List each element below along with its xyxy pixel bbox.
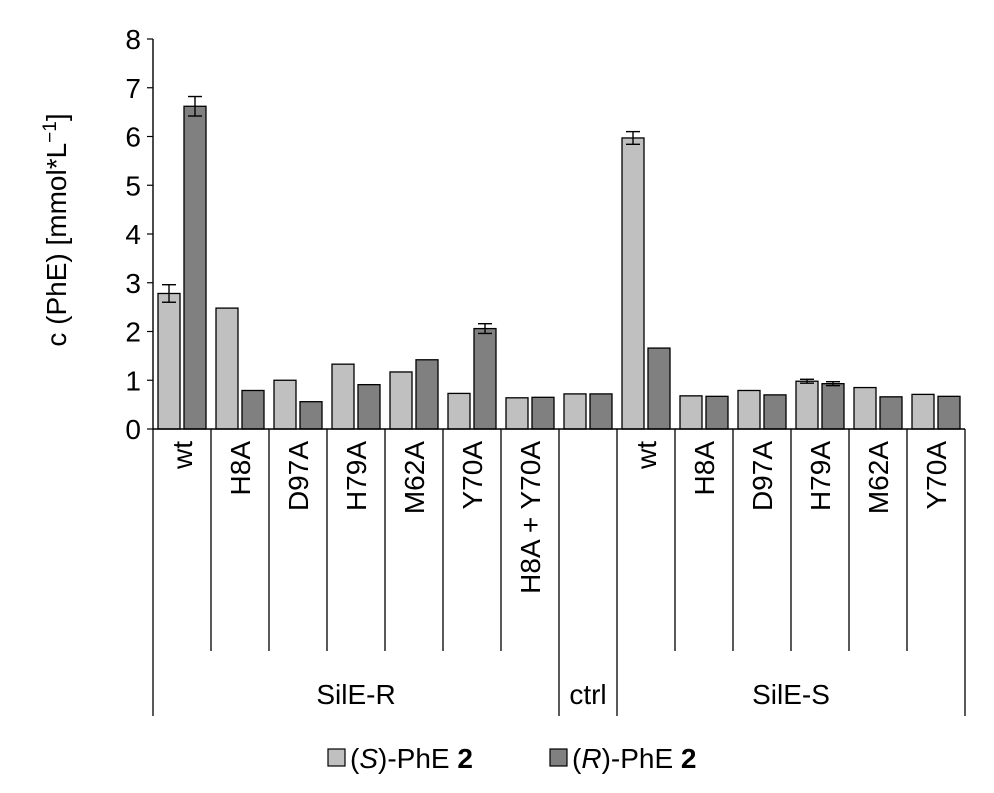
bar-series2-cat13 bbox=[879, 396, 903, 430]
category-label: H8A bbox=[225, 441, 256, 496]
category-table: wt H8A D97A H79A M62A Y70A H8A + Y70A wt H8A D97A… bbox=[152, 429, 966, 716]
legend-swatch bbox=[549, 748, 568, 767]
category-label: wt bbox=[631, 441, 662, 470]
bar-series2-cat14 bbox=[937, 395, 961, 430]
legend-label-part: )-PhE bbox=[378, 743, 457, 774]
legend-label: (S)-PhE 2 bbox=[350, 743, 473, 774]
category-label: M62A bbox=[399, 441, 430, 514]
bar-series1-cat11 bbox=[737, 389, 761, 430]
bar-series2-cat12 bbox=[821, 383, 845, 430]
group-label: SilE-S bbox=[752, 679, 830, 710]
y-tick-label: 5 bbox=[125, 170, 141, 201]
group-label: SilE-R bbox=[316, 679, 395, 710]
category-label: M62A bbox=[863, 441, 894, 514]
bar-series1-cat2 bbox=[215, 307, 239, 430]
y-axis-title: c (PhE) [mmol*L−1] bbox=[40, 113, 72, 346]
bar-series2-cat10 bbox=[705, 395, 729, 430]
bar-series1-cat9 bbox=[621, 137, 645, 430]
y-tick-label: 7 bbox=[125, 73, 141, 104]
bar-series2-cat1 bbox=[183, 105, 207, 430]
y-axis-label-exponent: −1 bbox=[40, 121, 61, 143]
category-label: H79A bbox=[805, 441, 836, 511]
bar-series1-cat14 bbox=[911, 393, 935, 430]
axes bbox=[152, 39, 965, 430]
group-label: ctrl bbox=[569, 679, 606, 710]
y-tick-label: 2 bbox=[125, 317, 141, 348]
bar-series2-cat11 bbox=[763, 394, 787, 430]
legend-label-part: ( bbox=[350, 743, 360, 774]
legend-label-part: ( bbox=[572, 743, 582, 774]
legend-label: (R)-PhE 2 bbox=[572, 743, 697, 774]
bar-series2-cat4 bbox=[357, 383, 381, 430]
y-axis-label: c (PhE) [mmol*L−1] bbox=[40, 113, 72, 346]
category-label: Y70A bbox=[457, 441, 488, 510]
bar-series2-cat3 bbox=[299, 401, 323, 430]
category-label: H8A + Y70A bbox=[515, 441, 546, 594]
category-label: Y70A bbox=[921, 441, 952, 510]
bar-series2-cat6 bbox=[473, 327, 497, 430]
legend-label-part: 2 bbox=[457, 743, 473, 774]
bar-series1-cat12 bbox=[795, 380, 819, 430]
category-label: D97A bbox=[747, 441, 778, 511]
bar-series1-cat7 bbox=[505, 397, 529, 430]
category-label: wt bbox=[167, 441, 198, 470]
y-tick-label: 3 bbox=[125, 268, 141, 299]
category-label: H79A bbox=[341, 441, 372, 511]
bar-series1-cat8 bbox=[563, 393, 587, 430]
bar-series2-cat7 bbox=[531, 396, 555, 430]
legend-swatch bbox=[327, 748, 346, 767]
bar-series1-cat13 bbox=[853, 386, 877, 430]
y-axis-label-bracket: ] bbox=[41, 113, 72, 121]
bar-series2-cat9 bbox=[647, 347, 671, 430]
legend-label-part: 2 bbox=[681, 743, 697, 774]
bar-series2-cat8 bbox=[589, 393, 613, 430]
y-tick-label: 4 bbox=[125, 219, 141, 250]
bar-series1-cat3 bbox=[273, 379, 297, 430]
legend-label-part: S bbox=[359, 743, 378, 774]
y-tick-label: 0 bbox=[125, 414, 141, 445]
bar-series1-cat6 bbox=[447, 392, 471, 430]
bar-series1-cat4 bbox=[331, 363, 355, 430]
legend: (S)-PhE 2 (R)-PhE 2 bbox=[327, 743, 697, 774]
bar-series2-cat2 bbox=[241, 389, 265, 430]
bar-series1-cat1 bbox=[157, 292, 181, 430]
category-label: H8A bbox=[689, 441, 720, 496]
bar-series2-cat5 bbox=[415, 359, 439, 430]
bars bbox=[157, 95, 961, 430]
y-axis-label-text: c (PhE) [mmol*L bbox=[41, 143, 72, 347]
y-tick-label: 1 bbox=[125, 365, 141, 396]
bar-series1-cat5 bbox=[389, 371, 413, 430]
y-tick-label: 8 bbox=[125, 24, 141, 55]
legend-label-part: R bbox=[581, 743, 601, 774]
bar-series1-cat10 bbox=[679, 395, 703, 430]
y-axis-ticks: 0 1 2 3 4 5 6 7 8 bbox=[125, 24, 153, 445]
legend-label-part: )-PhE bbox=[602, 743, 681, 774]
y-tick-label: 6 bbox=[125, 122, 141, 153]
category-label: D97A bbox=[283, 441, 314, 511]
